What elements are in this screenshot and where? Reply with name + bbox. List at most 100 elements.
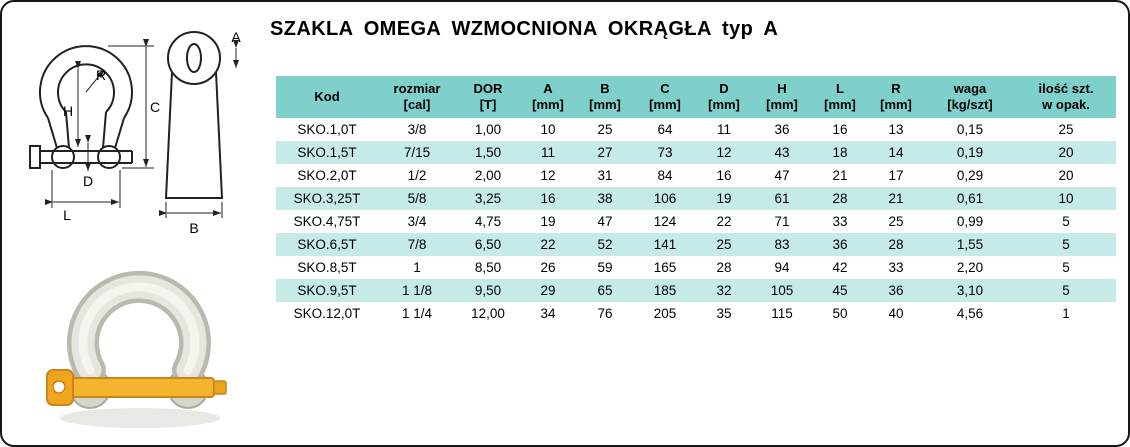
table-cell: 21: [868, 187, 924, 210]
table-row: SKO.12,0T 1 1/4 12,00 34 76 205 35 115 50 40 4,56 1: [276, 302, 1116, 325]
table-cell: 124: [634, 210, 696, 233]
table-cell: 52: [576, 233, 634, 256]
table-row: SKO.1,5T 7/15 1,50 11 27 73 12 43 18 14 0,19 20: [276, 141, 1116, 164]
column-header: H [mm]: [752, 76, 812, 118]
table-cell: 1 1/8: [378, 279, 456, 302]
column-header-line1: R: [891, 80, 901, 96]
table-cell: 76: [576, 302, 634, 325]
table-cell: 8,50: [456, 256, 520, 279]
table-cell: 47: [752, 164, 812, 187]
column-header: L [mm]: [812, 76, 868, 118]
table-cell: 84: [634, 164, 696, 187]
table-cell: 36: [868, 279, 924, 302]
shackle-bow: [67, 270, 211, 386]
table-cell: 3,10: [924, 279, 1016, 302]
table-body: SKO.1,0T 3/8 1,00 10 25 64 11 36 16 13 0,15 25 SKO.1…: [276, 118, 1116, 325]
table-cell: 7/8: [378, 233, 456, 256]
table-cell: 0,15: [924, 118, 1016, 141]
column-header-line1: D: [719, 80, 729, 96]
column-header-line2: [mm]: [649, 97, 681, 112]
table-cell: SKO.3,25T: [276, 187, 378, 210]
column-header-line1: DOR: [473, 80, 503, 96]
table-cell: 6,50: [456, 233, 520, 256]
table-cell: 61: [752, 187, 812, 210]
table-cell: 1,55: [924, 233, 1016, 256]
column-header-line2: [mm]: [532, 97, 564, 112]
dim-label-B: B: [189, 220, 198, 236]
table-cell: 11: [520, 141, 576, 164]
table-cell: 16: [696, 164, 752, 187]
table-cell: 71: [752, 210, 812, 233]
table-cell: 19: [696, 187, 752, 210]
table-cell: 9,50: [456, 279, 520, 302]
table-cell: 165: [634, 256, 696, 279]
table-cell: SKO.2,0T: [276, 164, 378, 187]
table-cell: 1/2: [378, 164, 456, 187]
table-cell: 0,19: [924, 141, 1016, 164]
table-cell: 1,00: [456, 118, 520, 141]
table-cell: 19: [520, 210, 576, 233]
table-cell: 40: [868, 302, 924, 325]
table-row: SKO.3,25T 5/8 3,25 16 38 106 19 61 28 21 0,61 10: [276, 187, 1116, 210]
table-cell: 25: [696, 233, 752, 256]
table-cell: 12,00: [456, 302, 520, 325]
table-cell: SKO.8,5T: [276, 256, 378, 279]
dim-label-L: L: [63, 207, 71, 223]
table-cell: 45: [812, 279, 868, 302]
table-cell: 10: [520, 118, 576, 141]
table-cell: 1: [378, 256, 456, 279]
dim-label-R: R: [96, 67, 106, 83]
table-cell: 42: [812, 256, 868, 279]
table-cell: 16: [520, 187, 576, 210]
table-cell: 47: [576, 210, 634, 233]
table-cell: 59: [576, 256, 634, 279]
table-cell: 31: [576, 164, 634, 187]
table-cell: 205: [634, 302, 696, 325]
table-cell: 0,29: [924, 164, 1016, 187]
column-header-line1: Kod: [314, 88, 340, 104]
shackle-pin: [46, 369, 227, 406]
dim-label-D: D: [83, 173, 93, 189]
table-row: SKO.8,5T 1 8,50 26 59 165 28 94 42 33 2,20 5: [276, 256, 1116, 279]
page-title: SZAKLA OMEGA WZMOCNIONA OKRĄGŁA typ A: [270, 18, 779, 40]
table-cell: 28: [812, 187, 868, 210]
column-header-line1: rozmiar: [393, 80, 441, 96]
table-row: SKO.9,5T 1 1/8 9,50 29 65 185 32 105 45 36 3,10 5: [276, 279, 1116, 302]
table-cell: SKO.1,5T: [276, 141, 378, 164]
column-header-line2: [mm]: [880, 97, 912, 112]
column-header-line1: ilość szt.: [1038, 80, 1094, 96]
table-cell: 2,00: [456, 164, 520, 187]
column-header-line1: A: [543, 80, 553, 96]
product-photo: [46, 270, 227, 428]
table-cell: 5: [1016, 279, 1116, 302]
column-header: rozmiar [cal]: [378, 76, 456, 118]
table-cell: 11: [696, 118, 752, 141]
column-header: C [mm]: [634, 76, 696, 118]
table-row: SKO.1,0T 3/8 1,00 10 25 64 11 36 16 13 0,15 25: [276, 118, 1116, 141]
column-header: waga [kg/szt]: [924, 76, 1016, 118]
table-cell: 4,56: [924, 302, 1016, 325]
table-cell: 26: [520, 256, 576, 279]
column-header: R [mm]: [868, 76, 924, 118]
column-header-line2: [mm]: [708, 97, 740, 112]
table-cell: 4,75: [456, 210, 520, 233]
table-row: SKO.4,75T 3/4 4,75 19 47 124 22 71 33 25 0,99 5: [276, 210, 1116, 233]
table-cell: SKO.4,75T: [276, 210, 378, 233]
dim-label-C: C: [150, 99, 160, 115]
table-cell: 12: [520, 164, 576, 187]
column-header-line2: [mm]: [824, 97, 856, 112]
table-cell: 1,50: [456, 141, 520, 164]
table-cell: 36: [752, 118, 812, 141]
table-cell: 21: [812, 164, 868, 187]
table-cell: 33: [812, 210, 868, 233]
table-cell: 14: [868, 141, 924, 164]
table-cell: 5/8: [378, 187, 456, 210]
table-cell: 141: [634, 233, 696, 256]
table-cell: 33: [868, 256, 924, 279]
table-cell: 13: [868, 118, 924, 141]
column-header-line2: [cal]: [403, 97, 431, 112]
column-header: A [mm]: [520, 76, 576, 118]
column-header: Kod: [276, 76, 378, 118]
column-header-line1: C: [660, 80, 670, 96]
